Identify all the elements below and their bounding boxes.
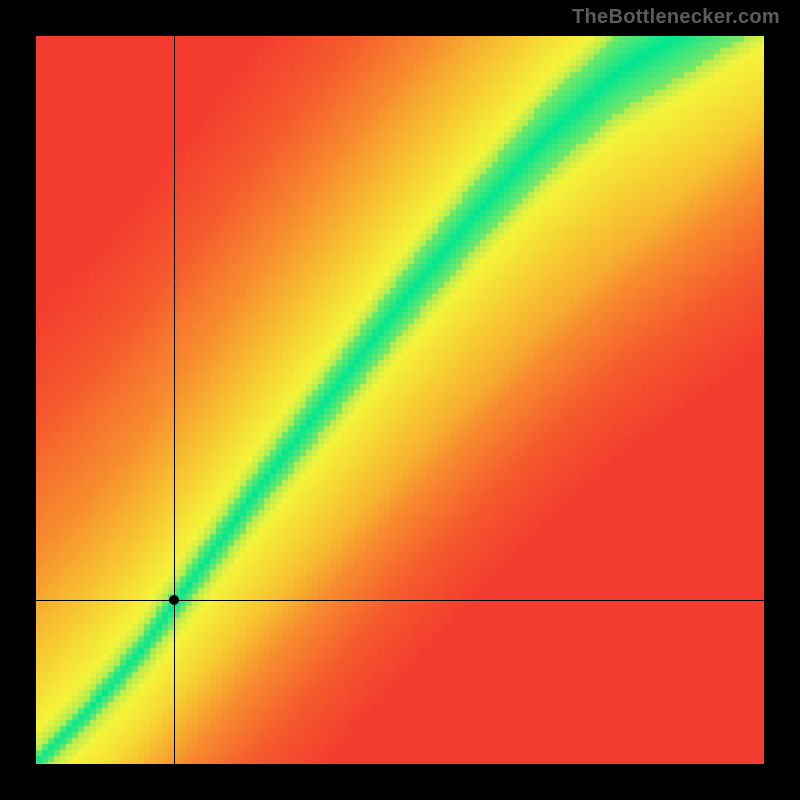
marker-dot bbox=[169, 595, 179, 605]
watermark-text: TheBottlenecker.com bbox=[572, 6, 780, 29]
crosshair-vertical bbox=[174, 36, 175, 764]
heatmap-canvas bbox=[36, 36, 764, 764]
crosshair-horizontal bbox=[36, 600, 764, 601]
chart-container: TheBottlenecker.com bbox=[0, 0, 800, 800]
